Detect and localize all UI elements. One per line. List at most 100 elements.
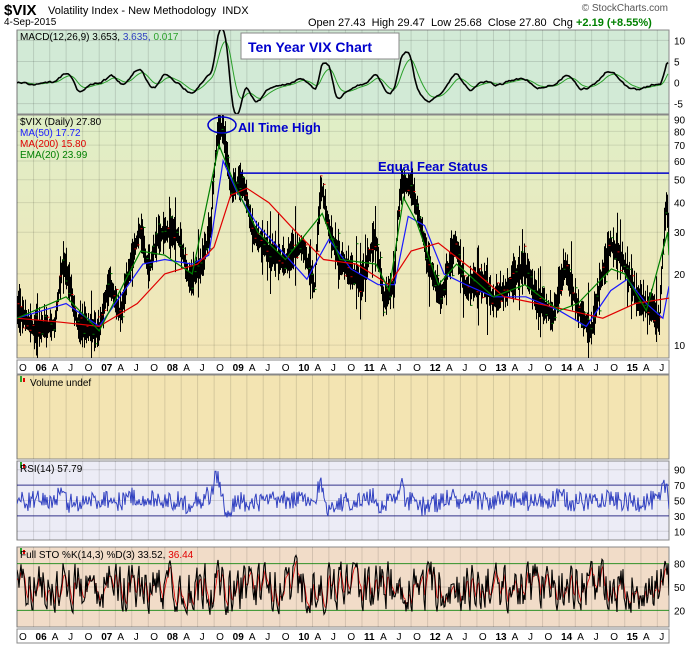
macd-tick-label: 10 <box>674 36 686 47</box>
x-tick-label: 11 <box>364 363 375 374</box>
x-tick-label-bottom: A <box>117 632 124 643</box>
rsi-legend-value: 57.79 <box>57 464 82 475</box>
x-tick-label: O <box>216 363 224 374</box>
sto-legend: Full STO %K(14,3) %D(3) 33.52, 36.44 <box>20 550 194 561</box>
x-tick-label: J <box>134 363 139 374</box>
open-label: Open <box>308 17 335 29</box>
chg-label: Chg <box>552 17 573 29</box>
close-label: Close <box>487 17 517 29</box>
sto-legend-d: 36.44 <box>168 550 193 561</box>
x-tick-label-bottom: O <box>150 632 158 643</box>
x-tick-label-bottom: A <box>52 632 59 643</box>
x-tick-label-bottom: O <box>413 632 421 643</box>
ema20-legend-value: 23.99 <box>62 150 87 161</box>
x-tick-label: A <box>380 363 387 374</box>
x-tick-label: 09 <box>233 363 245 374</box>
macd-tick-label: 5 <box>674 57 680 68</box>
high-label: High <box>371 17 395 29</box>
x-tick-label-bottom: J <box>265 632 270 643</box>
price-tick-label: 70 <box>674 141 686 152</box>
x-axis-strip <box>16 359 670 375</box>
x-tick-label: O <box>610 363 618 374</box>
all-time-high-label: All Time High <box>238 120 321 135</box>
x-tick-label: O <box>85 363 93 374</box>
x-tick-label-bottom: J <box>659 632 664 643</box>
ma200-legend: MA(200) 15.80 <box>20 139 87 150</box>
x-tick-label: O <box>282 363 290 374</box>
sto-legend-label: Full STO %K(14,3) %D(3) <box>20 550 135 561</box>
sto-series <box>17 554 669 616</box>
x-tick-label: 13 <box>495 363 507 374</box>
macd-tick-label: -5 <box>674 100 683 111</box>
x-tick-label-bottom: O <box>545 632 553 643</box>
x-tick-label: 10 <box>298 363 310 374</box>
ma200-line <box>17 187 669 328</box>
x-tick-label-bottom: 06 <box>36 632 48 643</box>
x-tick-label: O <box>479 363 487 374</box>
x-tick-label-bottom: A <box>380 632 387 643</box>
price-tick-label: 60 <box>674 157 686 168</box>
chart-title: Ten Year VIX Chart <box>248 39 372 55</box>
ma200-legend-label: MA(200) <box>20 139 58 150</box>
x-tick-label: J <box>594 363 599 374</box>
exchange-label: INDX <box>222 5 249 17</box>
chart-date: 4-Sep-2015 <box>4 17 57 28</box>
volume-legend: Volume undef <box>30 378 91 389</box>
ema20-legend-label: EMA(20) <box>20 150 59 161</box>
vix-legend-label: $VIX (Daily) <box>20 117 73 128</box>
low-label: Low <box>430 17 452 29</box>
brand-label: © StockCharts.com <box>581 3 668 14</box>
x-tick-label: J <box>397 363 402 374</box>
x-tick-label-bottom: 10 <box>298 632 310 643</box>
panel-bar-icon <box>23 550 25 554</box>
x-tick-label: J <box>200 363 205 374</box>
price-tick-label: 40 <box>674 199 686 210</box>
x-tick-label: A <box>249 363 256 374</box>
macd-series <box>17 30 669 114</box>
macd-legend: MACD(12,26,9) 3.653, 3.635, 0.017 <box>20 32 179 43</box>
x-tick-label-bottom: J <box>134 632 139 643</box>
high-value: 29.47 <box>397 17 425 29</box>
x-tick-label-bottom: O <box>19 632 27 643</box>
open-value: 27.43 <box>337 17 366 29</box>
x-tick-label-bottom: A <box>577 632 584 643</box>
macd-value-3: 0.017 <box>153 32 178 43</box>
x-tick-label-bottom: A <box>512 632 519 643</box>
equal-fear-label: Equal Fear Status <box>378 159 488 174</box>
sto-tick-label: 50 <box>674 583 686 594</box>
x-tick-label-bottom: O <box>610 632 618 643</box>
vix-legend-value: 27.80 <box>76 117 101 128</box>
panel-bar-icon <box>23 464 25 468</box>
rsi-series <box>17 470 669 518</box>
x-tick-label-bottom: A <box>446 632 453 643</box>
sto-tick-label: 20 <box>674 606 686 617</box>
x-tick-label-bottom: A <box>315 632 322 643</box>
x-tick-label: A <box>183 363 190 374</box>
x-tick-label: O <box>413 363 421 374</box>
ma50-legend: MA(50) 17.72 <box>20 128 81 139</box>
panel-bar-icon <box>20 376 22 382</box>
x-tick-label: J <box>331 363 336 374</box>
x-tick-label: O <box>545 363 553 374</box>
ma200-legend-value: 15.80 <box>61 139 86 150</box>
x-tick-label-bottom: 15 <box>627 632 639 643</box>
ma50-legend-value: 17.72 <box>56 128 81 139</box>
low-value: 25.68 <box>454 17 482 29</box>
price-tick-label: 80 <box>674 127 686 138</box>
x-tick-label-bottom: O <box>85 632 93 643</box>
price-panel <box>16 114 670 359</box>
price-tick-label: 90 <box>674 115 686 126</box>
x-tick-label: J <box>265 363 270 374</box>
rsi-tick-label: 10 <box>674 527 686 538</box>
rsi-tick-label: 30 <box>674 512 686 523</box>
vix-legend: $VIX (Daily) 27.80 <box>20 117 102 128</box>
price-tick-label: 20 <box>674 270 686 281</box>
chart-title-box <box>240 32 400 60</box>
ma50-legend-label: MA(50) <box>20 128 53 139</box>
x-tick-label-bottom: 14 <box>561 632 573 643</box>
x-tick-label-bottom: O <box>216 632 224 643</box>
x-tick-label-bottom: 13 <box>495 632 507 643</box>
close-value: 27.80 <box>519 17 547 29</box>
x-tick-label: 06 <box>36 363 48 374</box>
x-tick-label: A <box>512 363 519 374</box>
